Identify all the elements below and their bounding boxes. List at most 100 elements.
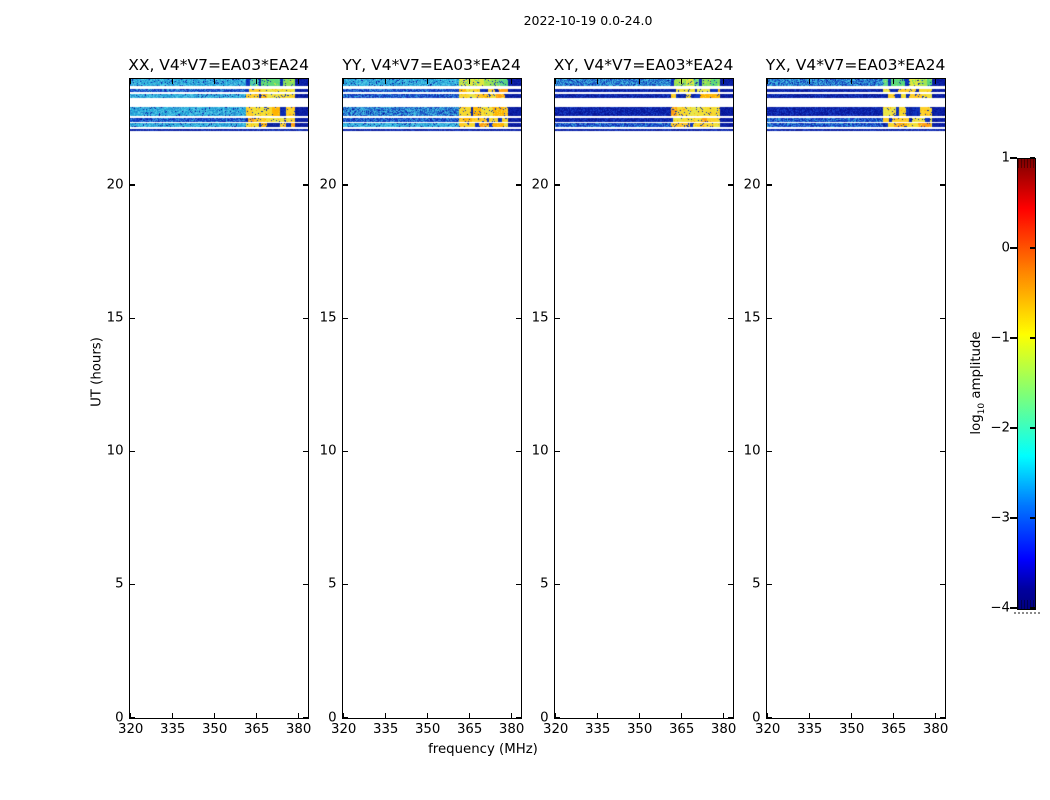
y-tick <box>766 583 772 586</box>
colorbar-tick-label: −3 <box>990 510 1010 526</box>
x-tick-top <box>172 78 174 84</box>
x-tick-top <box>214 78 216 84</box>
y-tick-right <box>939 583 945 586</box>
y-tick-label: 15 <box>531 310 549 326</box>
y-tick <box>554 583 560 586</box>
colorbar-tick-label: −4 <box>990 600 1010 616</box>
spectrogram-canvas-YX <box>766 78 945 718</box>
x-tick-top <box>723 78 725 84</box>
colorbar-tick <box>1010 157 1017 159</box>
x-tick-label: 380 <box>710 721 737 737</box>
y-tick-label: 0 <box>540 710 549 726</box>
x-tick-top <box>767 78 769 84</box>
y-tick-right <box>515 583 521 586</box>
colorbar-label-suffix: amplitude <box>969 331 985 403</box>
x-tick-label: 350 <box>838 721 865 737</box>
x-tick-label: 380 <box>285 721 312 737</box>
y-tick-label: 20 <box>531 177 549 193</box>
y-tick-label: 5 <box>115 576 124 592</box>
x-tick <box>298 712 300 718</box>
colorbar-tick-inner <box>1030 337 1036 339</box>
x-tick-top <box>385 78 387 84</box>
y-tick-right <box>939 184 945 186</box>
spectrogram-canvas-XY <box>554 78 733 718</box>
x-tick-top <box>256 78 258 84</box>
y-tick <box>766 716 772 719</box>
x-tick <box>256 712 258 718</box>
colorbar-tick-label: 0 <box>1001 240 1010 256</box>
y-tick-label: 0 <box>752 710 761 726</box>
y-tick-label: 5 <box>540 576 549 592</box>
y-tick <box>554 450 560 452</box>
x-tick-label: 365 <box>243 721 270 737</box>
y-tick-right <box>727 716 733 719</box>
y-tick <box>342 583 348 586</box>
y-tick-right <box>727 317 733 319</box>
y-tick <box>554 184 560 186</box>
x-tick-label: 320 <box>118 721 144 737</box>
x-tick-label: 320 <box>543 721 569 737</box>
x-tick-top <box>893 78 895 84</box>
y-tick-right <box>515 450 521 452</box>
y-axis-label: UT (hours) <box>89 337 105 407</box>
x-tick-top <box>851 78 853 84</box>
colorbar-tick-inner <box>1030 157 1036 159</box>
x-tick-label: 320 <box>331 721 357 737</box>
colorbar <box>1017 158 1036 610</box>
spectrogram-panel-YX: YX, V4*V7=EA03*EA24 320 335 350 365 380 0 5 10 15… <box>744 56 949 737</box>
colorbar-top-hatch <box>1018 159 1035 168</box>
x-tick <box>172 712 174 718</box>
y-tick-right <box>302 450 308 452</box>
x-tick <box>511 712 513 718</box>
y-tick <box>342 450 348 452</box>
x-tick-top <box>555 78 557 84</box>
y-tick <box>766 184 772 186</box>
x-tick <box>809 712 811 718</box>
x-tick <box>851 712 853 718</box>
x-tick-top <box>427 78 429 84</box>
colorbar-tick <box>1010 607 1017 609</box>
y-tick-right <box>939 450 945 452</box>
y-tick-right <box>302 716 308 719</box>
colorbar-tick <box>1010 427 1017 429</box>
colorbar-label: log10 amplitude <box>969 331 987 434</box>
y-tick <box>129 184 135 186</box>
y-tick <box>554 716 560 719</box>
y-tick-right <box>727 184 733 186</box>
colorbar-tick <box>1010 517 1017 519</box>
x-tick <box>469 712 471 718</box>
spectrogram-canvas-XX <box>129 78 308 718</box>
y-tick-label: 20 <box>743 177 761 193</box>
x-tick-label: 350 <box>201 721 228 737</box>
y-tick-right <box>515 716 521 719</box>
y-tick-label: 15 <box>319 310 337 326</box>
y-tick <box>342 716 348 719</box>
x-tick-label: 365 <box>880 721 907 737</box>
y-tick-right <box>515 184 521 186</box>
y-tick-label: 10 <box>319 443 337 459</box>
y-tick-label: 5 <box>328 576 337 592</box>
x-tick-label: 365 <box>456 721 483 737</box>
x-tick <box>130 712 132 718</box>
colorbar-tick-label: 1 <box>1001 150 1010 166</box>
x-tick-top <box>469 78 471 84</box>
y-tick-label: 10 <box>743 443 761 459</box>
x-tick-label: 335 <box>159 721 186 737</box>
spectrogram-panel-XY: XY, V4*V7=EA03*EA24 320 335 350 365 380 0 5 10 15… <box>532 56 737 737</box>
x-tick-top <box>597 78 599 84</box>
y-tick-right <box>727 450 733 452</box>
panel-title-XY: XY, V4*V7=EA03*EA24 <box>553 55 734 74</box>
y-tick-label: 0 <box>115 710 124 726</box>
y-tick <box>342 317 348 319</box>
x-tick-label: 365 <box>668 721 695 737</box>
spectrogram-panel-XX: XX, V4*V7=EA03*EA24 320 335 350 365 380 0 5 10 15… <box>107 56 312 737</box>
x-tick-label: 350 <box>414 721 441 737</box>
x-tick-label: 335 <box>584 721 611 737</box>
x-axis-label: frequency (MHz) <box>428 742 538 757</box>
y-tick-label: 10 <box>106 443 124 459</box>
colorbar-tick-label: −2 <box>990 420 1010 436</box>
colorbar-tick-inner <box>1030 517 1036 519</box>
y-tick-right <box>939 317 945 319</box>
x-tick <box>723 712 725 718</box>
panel-title-YY: YY, V4*V7=EA03*EA24 <box>342 55 521 74</box>
